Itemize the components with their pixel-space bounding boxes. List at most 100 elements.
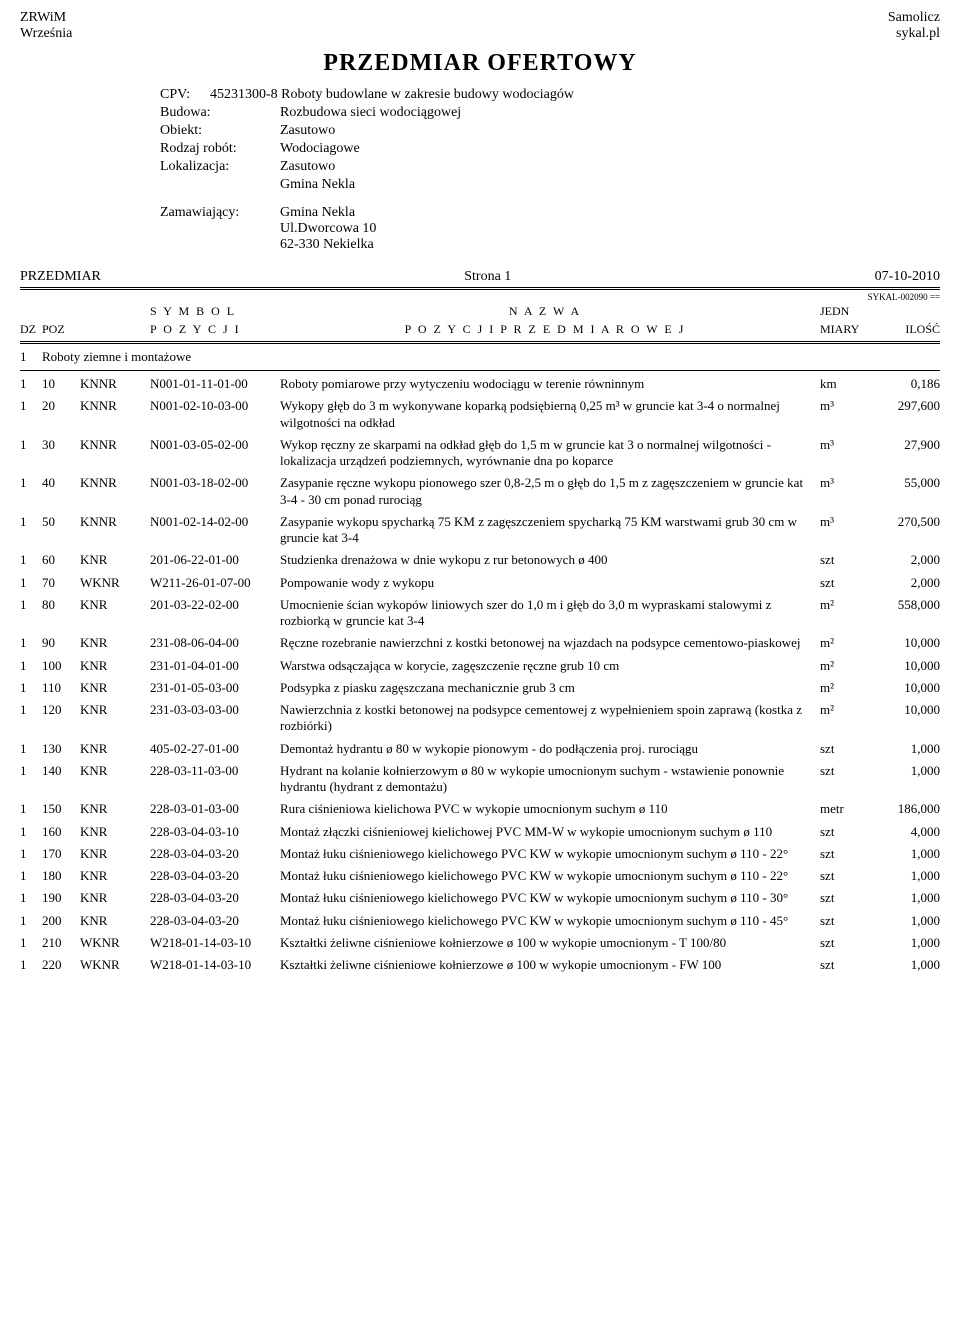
zamawiajacy-line: 62-330 Nekielka (280, 237, 940, 253)
cell-dz: 1 (20, 801, 42, 817)
col-poz: POZ (42, 322, 80, 336)
cell-ilosc: 1,000 (870, 846, 940, 862)
cell-ilosc: 2,000 (870, 575, 940, 591)
sykal-code: SYKAL-002090 == (20, 292, 940, 302)
cell-poz: 220 (42, 957, 80, 973)
cell-kod: KNNR (80, 437, 150, 453)
cell-ilosc: 10,000 (870, 658, 940, 674)
cell-ilosc: 1,000 (870, 913, 940, 929)
cell-symbol: 201-03-22-02-00 (150, 597, 280, 613)
cell-kod: KNR (80, 890, 150, 906)
cell-ilosc: 1,000 (870, 890, 940, 906)
cell-ilosc: 0,186 (870, 376, 940, 392)
cell-kod: KNR (80, 635, 150, 651)
divider-thin (20, 370, 940, 371)
cell-kod: KNR (80, 741, 150, 757)
page-number: Strona 1 (464, 269, 511, 285)
cell-kod: KNNR (80, 475, 150, 491)
przedmiar-label: PRZEDMIAR (20, 269, 101, 285)
cell-nazwa: Roboty pomiarowe przy wytyczeniu wodocią… (280, 376, 820, 392)
cell-dz: 1 (20, 741, 42, 757)
cell-kod: WKNR (80, 957, 150, 973)
cell-nazwa: Podsypka z piasku zagęszczana mechaniczn… (280, 680, 820, 696)
cell-dz: 1 (20, 763, 42, 779)
cell-symbol: 228-03-04-03-20 (150, 846, 280, 862)
cell-kod: KNNR (80, 514, 150, 530)
cell-kod: KNR (80, 702, 150, 718)
org-city: Września (20, 26, 72, 42)
meta-value: Zasutowo (280, 123, 940, 139)
cell-symbol: W218-01-14-03-10 (150, 957, 280, 973)
zamawiajacy-line: Gmina Nekla (280, 205, 940, 221)
table-row: 120KNNRN001-02-10-03-00Wykopy głęb do 3 … (20, 395, 940, 434)
cell-poz: 50 (42, 514, 80, 530)
cell-symbol: 231-01-05-03-00 (150, 680, 280, 696)
cell-poz: 30 (42, 437, 80, 453)
section-title: Roboty ziemne i montażowe (42, 349, 191, 365)
cell-poz: 150 (42, 801, 80, 817)
cell-ilosc: 270,500 (870, 514, 940, 530)
cell-nazwa: Kształtki żeliwne ciśnieniowe kołnierzow… (280, 957, 820, 973)
document-header: ZRWiM Września Samolicz sykal.pl (20, 10, 940, 42)
header-left: ZRWiM Września (20, 10, 72, 42)
cell-poz: 20 (42, 398, 80, 414)
cell-jedn: m³ (820, 398, 870, 414)
cell-symbol: N001-03-18-02-00 (150, 475, 280, 491)
cell-nazwa: Montaż łuku ciśnieniowego kielichowego P… (280, 846, 820, 862)
document-title: PRZEDMIAR OFERTOWY (20, 50, 940, 77)
section-row: 1 Roboty ziemne i montażowe (20, 346, 940, 368)
table-row: 1220WKNRW218-01-14-03-10Kształtki żeliwn… (20, 954, 940, 976)
table-row: 1210WKNRW218-01-14-03-10Kształtki żeliwn… (20, 932, 940, 954)
cell-jedn: km (820, 376, 870, 392)
page-info: PRZEDMIAR Strona 1 07-10-2010 (20, 269, 940, 285)
cell-nazwa: Hydrant na kolanie kołnierzowym ø 80 w w… (280, 763, 820, 796)
col-nazwa: N A Z W A (280, 304, 820, 318)
org-name: ZRWiM (20, 10, 72, 26)
cell-ilosc: 10,000 (870, 635, 940, 651)
table-body: 110KNNRN001-01-11-01-00Roboty pomiarowe … (20, 373, 940, 976)
cell-dz: 1 (20, 913, 42, 929)
cell-nazwa: Montaż łuku ciśnieniowego kielichowego P… (280, 890, 820, 906)
col-jedn: JEDN (820, 304, 870, 318)
cell-nazwa: Zasypanie wykopu spycharką 75 KM z zagęs… (280, 514, 820, 547)
cell-symbol: N001-03-05-02-00 (150, 437, 280, 453)
table-row: 1160KNR228-03-04-03-10Montaż złączki ciś… (20, 821, 940, 843)
cell-ilosc: 27,900 (870, 437, 940, 453)
cell-symbol: N001-02-10-03-00 (150, 398, 280, 414)
cell-kod: KNR (80, 846, 150, 862)
zamawiajacy-line: Ul.Dworcowa 10 (280, 221, 940, 237)
software-site: sykal.pl (888, 26, 940, 42)
table-row: 1100KNR231-01-04-01-00Warstwa odsączając… (20, 655, 940, 677)
meta-block: CPV: 45231300-8 Roboty budowlane w zakre… (160, 87, 940, 253)
cell-symbol: 228-03-04-03-20 (150, 890, 280, 906)
cell-poz: 10 (42, 376, 80, 392)
col-dz: DZ (20, 322, 42, 336)
header-right: Samolicz sykal.pl (888, 10, 940, 42)
cell-jedn: szt (820, 763, 870, 779)
cell-dz: 1 (20, 635, 42, 651)
cell-nazwa: Kształtki żeliwne ciśnieniowe kołnierzow… (280, 935, 820, 951)
table-row: 1190KNR228-03-04-03-20Montaż łuku ciśnie… (20, 887, 940, 909)
col-ilosc: ILOŚĆ (870, 322, 940, 336)
cell-poz: 110 (42, 680, 80, 696)
cell-dz: 1 (20, 437, 42, 453)
meta-value: Zasutowo (280, 159, 940, 175)
cell-kod: KNNR (80, 398, 150, 414)
meta-row: Lokalizacja:Zasutowo (160, 159, 940, 175)
cell-poz: 130 (42, 741, 80, 757)
cell-dz: 1 (20, 957, 42, 973)
cell-symbol: N001-02-14-02-00 (150, 514, 280, 530)
cell-symbol: 231-01-04-01-00 (150, 658, 280, 674)
cell-poz: 210 (42, 935, 80, 951)
page-date: 07-10-2010 (875, 269, 940, 285)
cell-kod: KNR (80, 763, 150, 779)
meta-row: Rodzaj robót:Wodociagowe (160, 141, 940, 157)
cell-symbol: 231-08-06-04-00 (150, 635, 280, 651)
cell-jedn: metr (820, 801, 870, 817)
cell-poz: 60 (42, 552, 80, 568)
table-row: 140KNNRN001-03-18-02-00Zasypanie ręczne … (20, 472, 940, 511)
cell-jedn: szt (820, 846, 870, 862)
cell-ilosc: 186,000 (870, 801, 940, 817)
cell-jedn: szt (820, 913, 870, 929)
cell-kod: KNR (80, 552, 150, 568)
